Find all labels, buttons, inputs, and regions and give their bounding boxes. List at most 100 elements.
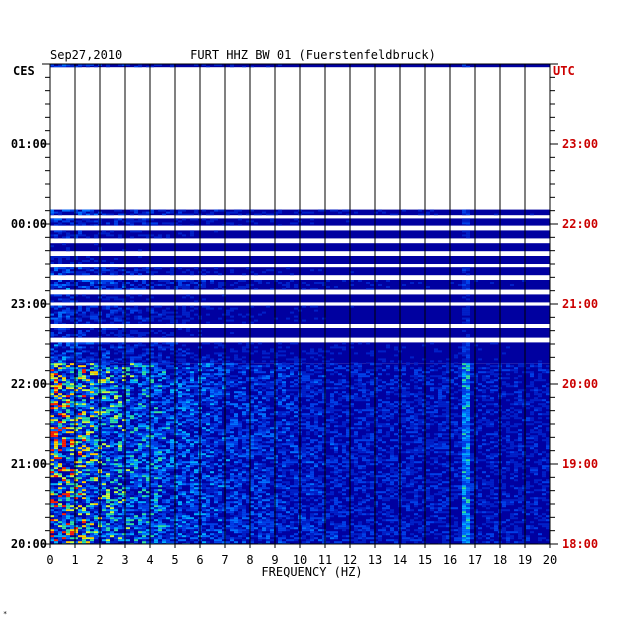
spectrogram-cell — [102, 447, 106, 450]
spectrogram-cell — [230, 332, 234, 334]
spectrogram-cell — [486, 443, 490, 446]
spectrogram-cell — [478, 425, 482, 428]
spectrogram-cell — [70, 317, 74, 320]
spectrogram-cell — [286, 435, 290, 438]
spectrogram-cell — [402, 389, 406, 392]
spectrogram-cell — [102, 379, 106, 382]
spectrogram-cell — [74, 258, 78, 260]
spectrogram-cell — [122, 315, 126, 318]
spectrogram-cell — [94, 236, 98, 239]
spectrogram-cell — [90, 449, 94, 452]
spectrogram-cell — [146, 395, 150, 398]
spectrogram-cell — [186, 419, 190, 422]
spectrogram-cell — [270, 369, 274, 372]
spectrogram-cell — [178, 369, 182, 372]
spectrogram-cell — [94, 362, 98, 364]
spectrogram-cell — [130, 236, 134, 239]
spectrogram-cell — [310, 405, 314, 408]
spectrogram-cell — [446, 421, 450, 424]
spectrogram-cell — [518, 391, 522, 394]
spectrogram-cell — [162, 427, 166, 430]
spectrogram-cell — [370, 350, 374, 353]
spectrogram-cell — [294, 399, 298, 402]
spectrogram-cell — [150, 377, 154, 380]
spectrogram-cell — [50, 391, 54, 394]
spectrogram-cell — [274, 213, 278, 216]
spectrogram-cell — [118, 213, 122, 216]
spectrogram-cell — [358, 421, 362, 424]
spectrogram-cell — [86, 356, 90, 359]
spectrogram-cell — [454, 397, 458, 400]
spectrogram-cell — [50, 379, 54, 382]
spectrogram-cell — [90, 346, 94, 349]
spectrogram-cell — [366, 405, 370, 408]
spectrogram-cell — [310, 453, 314, 456]
spectrogram-cell — [346, 441, 350, 444]
spectrogram-cell — [50, 367, 54, 370]
spectrogram-cell — [514, 401, 518, 404]
spectrogram-cell — [166, 429, 170, 432]
spectrogram-cell — [178, 284, 182, 286]
spectrogram-cell — [358, 367, 362, 370]
spectrogram-cell — [370, 435, 374, 438]
spectrogram-cell — [170, 393, 174, 396]
spectrogram-cell — [322, 441, 326, 444]
spectrogram-cell — [62, 352, 66, 355]
spectrogram-cell — [546, 393, 550, 396]
spectrogram-cell — [170, 311, 174, 314]
spectrogram-cell — [358, 389, 362, 392]
spectrogram-cell — [126, 443, 130, 446]
spectrogram-cell — [110, 271, 114, 274]
spectrogram-cell — [486, 455, 490, 458]
spectrogram-cell — [370, 363, 374, 366]
spectrogram-cell — [146, 417, 150, 420]
spectrogram-cell — [166, 451, 170, 454]
spectrogram-cell — [422, 405, 426, 408]
spectrogram-cell — [358, 379, 362, 382]
spectrogram-cell — [218, 391, 222, 394]
spectrogram-cell — [166, 431, 170, 434]
spectrogram-cell — [218, 393, 222, 396]
spectrogram-cell — [218, 413, 222, 416]
spectrogram-cell — [242, 315, 246, 318]
spectrogram-cell — [218, 383, 222, 386]
spectrogram-cell — [334, 421, 338, 424]
spectrogram-cell — [134, 358, 138, 361]
spectrogram-cell — [130, 273, 134, 276]
spectrogram-cell — [50, 213, 54, 216]
spectrogram-cell — [314, 352, 318, 355]
spectrogram-cell — [278, 411, 282, 414]
spectrogram-cell — [234, 449, 238, 452]
spectrogram-cell — [418, 427, 422, 430]
spectrogram-cell — [362, 419, 366, 422]
spectrogram-cell — [242, 453, 246, 456]
spectrogram-cell — [230, 427, 234, 430]
spectrogram-cell — [114, 455, 118, 458]
spectrogram-cell — [162, 449, 166, 452]
spectrogram-cell — [490, 365, 494, 368]
spectrogram-cell — [330, 209, 334, 212]
spectrogram-cell — [366, 342, 370, 345]
spectrogram-cell — [110, 288, 114, 290]
spectrogram-cell — [418, 379, 422, 382]
spectrogram-cell — [90, 352, 94, 355]
spectrogram-cell — [434, 433, 438, 436]
spectrogram-cell — [458, 453, 462, 456]
spectrogram-cell — [334, 457, 338, 460]
spectrogram-cell — [374, 407, 378, 410]
spectrogram-cell — [358, 443, 362, 446]
spectrogram-cell — [86, 381, 90, 384]
spectrogram-cell — [130, 401, 134, 404]
spectrogram-cell — [294, 363, 298, 366]
spectrogram-cell — [126, 389, 130, 392]
spectrogram-cell — [314, 433, 318, 436]
spectrogram-cell — [230, 417, 234, 420]
spectrogram-cell — [254, 435, 258, 438]
spectrogram-cell — [214, 395, 218, 398]
spectrogram-cell — [262, 395, 266, 398]
spectrogram-cell — [406, 457, 410, 460]
spectrogram-cell — [134, 209, 138, 212]
spectrogram-cell — [122, 379, 126, 382]
spectrogram-cell — [258, 425, 262, 428]
spectrogram-cell — [214, 451, 218, 454]
